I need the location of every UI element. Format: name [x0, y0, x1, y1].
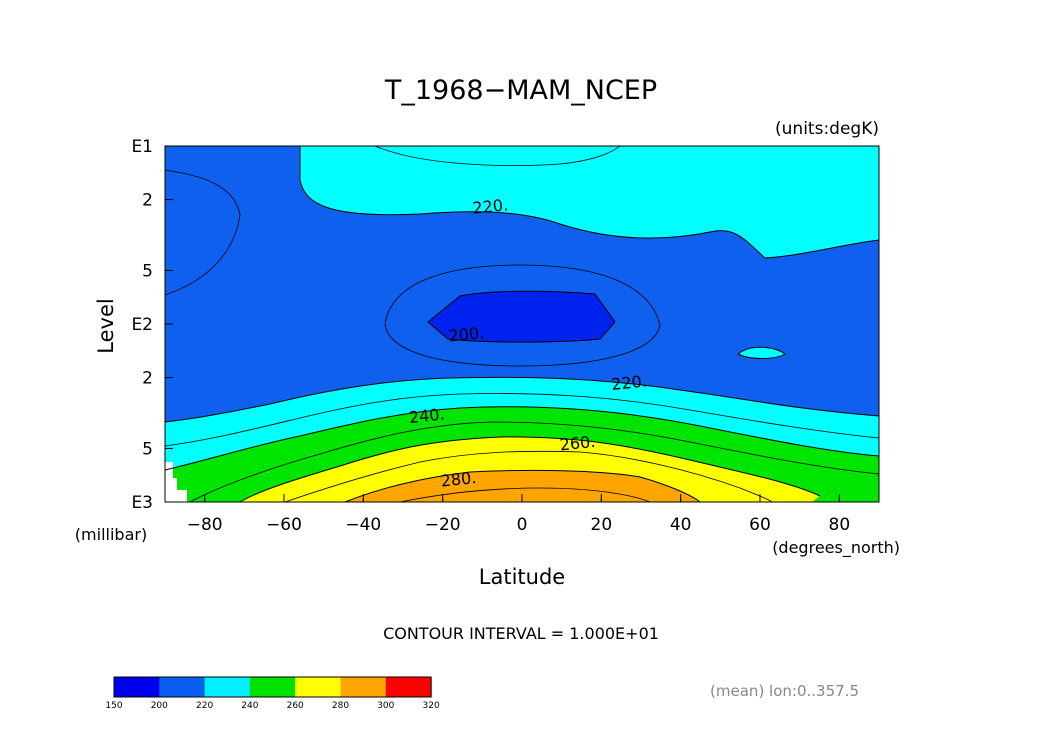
colorbar-level-label: 260: [287, 701, 304, 711]
x-tick-label: 80: [829, 515, 851, 535]
colorbar-level-label: 200: [151, 701, 168, 711]
y-tick-label: 2: [142, 191, 153, 211]
x-tick-label: 60: [749, 515, 771, 535]
y-tick-label: 5: [142, 439, 153, 459]
y-unit-label: (millibar): [75, 525, 147, 544]
y-tick-label: E2: [131, 315, 153, 335]
colorbar-level-label: 240: [241, 701, 258, 711]
colorbar-level-label: 320: [423, 701, 440, 711]
x-tick-label: −20: [425, 515, 461, 535]
contour-line-230: [165, 393, 879, 447]
x-axis-title: Latitude: [479, 565, 565, 589]
chart-title: T_1968−MAM_NCEP: [384, 75, 657, 106]
y-tick-label: E3: [131, 493, 153, 513]
contour-line-240: [165, 406, 879, 471]
plot-area: 220. 200. 220. 240. 260. 280.: [165, 146, 879, 502]
y-tick-label: 5: [142, 261, 153, 281]
contour-line-210-left: [165, 169, 241, 296]
contour-label: 220.: [610, 371, 647, 394]
colorbar-swatch: [385, 677, 432, 697]
x-tick-label: −80: [187, 515, 223, 535]
colorbar-swatch: [114, 677, 160, 697]
colorbar-swatch: [159, 677, 206, 697]
band-220-240-upper-region: [300, 146, 879, 258]
contour-line-220-lower: [165, 376, 879, 423]
contour-label: 220.: [472, 195, 509, 218]
x-tick-label: −60: [266, 515, 302, 535]
colorbar-level-label: 280: [332, 701, 349, 711]
colorbar-swatch: [340, 677, 387, 697]
colorbar-level-label: 220: [196, 701, 213, 711]
x-tick-label: 0: [517, 515, 528, 535]
contour-line-205-ring: [384, 264, 661, 367]
colorbar-swatch: [204, 677, 251, 697]
x-axis: −80 −60 −40 −20 0 20 40 60 80: [187, 494, 850, 535]
x-unit-label: (degrees_north): [772, 538, 900, 558]
missing-data-block: [165, 478, 177, 502]
y-axis: E1 2 5 E2 2 5 E3: [131, 137, 173, 513]
contour-label: 200.: [448, 323, 485, 346]
contour-label: 280.: [440, 468, 477, 491]
colorbar: 150 200 220 240 260 280 300 320: [105, 676, 440, 711]
colorbar-frame: [113, 676, 432, 698]
missing-data-block: [177, 490, 187, 502]
band-220-240-small-island: [737, 346, 786, 359]
y-tick-label: E1: [131, 137, 153, 157]
colorbar-level-label: 150: [105, 701, 122, 711]
x-tick-label: 40: [670, 515, 692, 535]
contour-interval-text: CONTOUR INTERVAL = 1.000E+01: [383, 624, 659, 643]
x-tick-label: 20: [591, 515, 613, 535]
contour-line-250: [189, 421, 879, 502]
mean-footnote: (mean) lon:0..357.5: [710, 682, 859, 700]
colorbar-level-label: 300: [377, 701, 394, 711]
contour-label: 240.: [408, 404, 445, 427]
contour-label: 260.: [559, 432, 596, 455]
contour-line-220-upper: [299, 146, 879, 259]
contour-line-260: [239, 436, 821, 502]
x-tick-label: −40: [345, 515, 381, 535]
band-280-300-region: [345, 470, 700, 502]
colorbar-swatch: [249, 677, 296, 697]
units-label: (units:degK): [775, 119, 879, 139]
missing-data-block: [165, 462, 173, 478]
contour-line-215-top: [374, 146, 621, 166]
y-axis-title: Level: [94, 298, 118, 353]
contour-line-280: [344, 469, 701, 502]
colorbar-swatch: [295, 677, 341, 697]
contour-line-290: [399, 487, 651, 502]
band-lt-200-cold-core: [427, 290, 616, 343]
contour-labels: 220. 200. 220. 240. 260. 280.: [408, 195, 648, 490]
y-tick-label: 2: [142, 369, 153, 389]
contour-line-270: [284, 450, 773, 502]
